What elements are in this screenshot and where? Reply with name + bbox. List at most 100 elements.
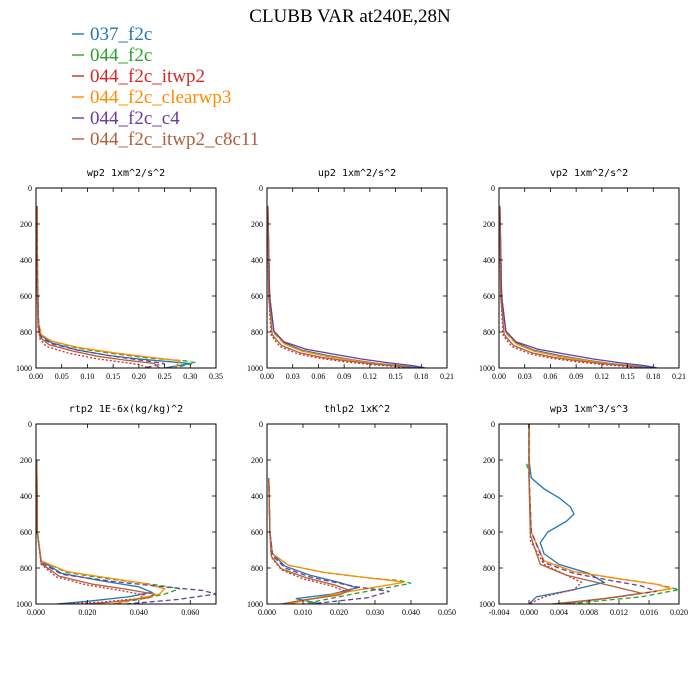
y-tick-label: 1000 — [479, 600, 495, 609]
series-line-044_f2c_c4 — [267, 205, 426, 368]
x-tick-label: 0.09 — [569, 372, 583, 381]
y-tick-label: 200 — [251, 220, 263, 229]
y-tick-label: 400 — [20, 256, 32, 265]
y-tick-label: 400 — [251, 256, 263, 265]
x-tick-label: 0.18 — [414, 372, 428, 381]
series-line-044_f2c_itwp2_c8c11 — [36, 206, 160, 368]
plot-frame — [266, 187, 448, 369]
y-tick-label: 800 — [251, 564, 263, 573]
chart-panel: vp2 1xm^2/s^2 0.00 0.03 0.06 0.09 0.12 0.15 0.1… — [479, 168, 686, 381]
y-tick-label: 0 — [491, 420, 495, 429]
x-tick-label: 0.010 — [294, 608, 312, 617]
y-tick-label: 0 — [259, 184, 263, 193]
series-line-044_f2c_itwp2_c8c11 — [528, 424, 642, 604]
y-tick-label: 400 — [20, 492, 32, 501]
y-tick-label: 600 — [251, 292, 263, 301]
y-tick-label: 0 — [259, 420, 263, 429]
plot-frame — [498, 187, 680, 369]
y-tick-label: 1000 — [247, 600, 263, 609]
y-tick-label: 400 — [483, 256, 495, 265]
x-tick-label: 0.008 — [580, 608, 598, 617]
panel-title: vp2 1xm^2/s^2 — [550, 168, 628, 179]
chart-panels: wp2 1xm^2/s^2 0.00 0.05 0.10 0.15 0.20 0.25 0.3… — [16, 168, 688, 617]
y-tick-label: 200 — [251, 456, 263, 465]
panel-title: up2 1xm^2/s^2 — [318, 168, 396, 179]
x-tick-label: 0.12 — [363, 372, 377, 381]
plot-frame — [35, 187, 217, 369]
x-tick-label: 0.05 — [55, 372, 69, 381]
x-tick-label: 0.06 — [543, 372, 557, 381]
x-tick-label: 0.000 — [27, 608, 45, 617]
y-tick-label: 0 — [491, 184, 495, 193]
series-line-044_f2c_clearwp3 — [36, 205, 182, 368]
legend-entry: 044_f2c_itwp2 — [72, 66, 205, 87]
series-line-044_f2c_itwp2_c8c11 — [267, 205, 413, 368]
x-tick-label: 0.25 — [158, 372, 172, 381]
y-tick-label: 200 — [20, 220, 32, 229]
y-tick-label: 1000 — [16, 600, 32, 609]
plot-frame — [498, 423, 680, 605]
series-line-037_f2c — [268, 477, 360, 604]
x-tick-label: 0.016 — [640, 608, 658, 617]
x-tick-label: 0.30 — [183, 372, 197, 381]
x-tick-label: 0.03 — [518, 372, 532, 381]
legend-label: 044_f2c_itwp2 — [90, 66, 205, 87]
x-tick-label: 0.00 — [260, 372, 274, 381]
x-tick-label: 0.00 — [29, 372, 43, 381]
plot-frame — [35, 423, 217, 605]
y-tick-label: 800 — [483, 564, 495, 573]
plot-frame — [266, 423, 448, 605]
y-tick-label: 800 — [20, 328, 32, 337]
figure-title: CLUBB VAR at240E,28N — [249, 6, 451, 27]
y-tick-label: 600 — [20, 528, 32, 537]
x-tick-label: 0.12 — [595, 372, 609, 381]
y-tick-label: 600 — [20, 292, 32, 301]
y-tick-label: 1000 — [16, 364, 32, 373]
y-tick-label: 600 — [251, 528, 263, 537]
y-tick-label: 600 — [483, 528, 495, 537]
legend-label: 044_f2c — [90, 45, 152, 66]
x-tick-label: 0.15 — [106, 372, 120, 381]
x-tick-label: 0.020 — [78, 608, 96, 617]
panel-title: wp3 1xm^3/s^3 — [550, 404, 628, 415]
x-tick-label: 0.18 — [646, 372, 660, 381]
x-tick-label: 0.000 — [258, 608, 276, 617]
chart-panel: rtp2 1E-6x(kg/kg)^2 0.000 0.020 0.040 0.060 0… — [16, 404, 217, 617]
legend-label: 044_f2c_itwp2_c8c11 — [90, 129, 259, 150]
y-tick-label: 200 — [483, 456, 495, 465]
y-tick-label: 600 — [483, 292, 495, 301]
y-tick-label: 1000 — [247, 364, 263, 373]
legend-entry: 044_f2c_clearwp3 — [72, 87, 231, 108]
series-line-037_f2c — [528, 424, 606, 604]
x-tick-label: 0.012 — [610, 608, 628, 617]
x-tick-label: 0.040 — [402, 608, 420, 617]
chart-panel: wp2 1xm^2/s^2 0.00 0.05 0.10 0.15 0.20 0.25 0.3… — [16, 168, 223, 381]
x-tick-label: 0.20 — [132, 372, 146, 381]
panel-title: thlp2 1xK^2 — [324, 404, 390, 415]
x-tick-label: 0.06 — [311, 372, 325, 381]
x-tick-label: 0.060 — [181, 608, 199, 617]
y-tick-label: 0 — [28, 420, 32, 429]
x-tick-label: 0.10 — [80, 372, 94, 381]
x-tick-label: 0.15 — [621, 372, 635, 381]
y-tick-label: 1000 — [479, 364, 495, 373]
x-tick-label: 0.09 — [337, 372, 351, 381]
legend-label: 037_f2c — [90, 24, 152, 45]
chart-panel: wp3 1xm^3/s^3 -0.004 0.000 0.004 0.008 0.012 0… — [479, 404, 688, 617]
y-tick-label: 800 — [251, 328, 263, 337]
x-tick-label: 0.050 — [438, 608, 456, 617]
chart-panel: up2 1xm^2/s^2 0.00 0.03 0.06 0.09 0.12 0.15 0.1… — [247, 168, 454, 381]
x-tick-label: 0.21 — [440, 372, 454, 381]
panel-title: rtp2 1E-6x(kg/kg)^2 — [69, 404, 183, 415]
series-line-044_f2c_itwp2_c8c11 — [499, 205, 645, 368]
legend-entry: 044_f2c_itwp2_c8c11 — [72, 129, 259, 150]
series-line-044_f2c_itwp2_c8c11 — [268, 477, 352, 604]
y-tick-label: 400 — [251, 492, 263, 501]
y-tick-label: 200 — [20, 456, 32, 465]
series-line-044_f2c_clearwp3 — [36, 459, 166, 604]
chart-panel: thlp2 1xK^2 0.000 0.010 0.020 0.030 0.040 0.05… — [247, 404, 456, 617]
legend-label: 044_f2c_c4 — [90, 108, 180, 129]
series-line-044_f2c_itwp2_c8c11 — [36, 459, 156, 604]
series-line-044_f2c_c4 — [36, 205, 165, 368]
